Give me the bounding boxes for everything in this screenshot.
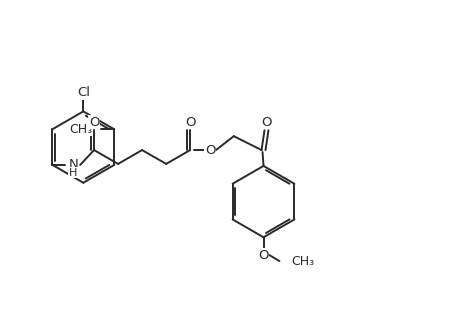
Text: CH₃: CH₃ (69, 123, 92, 136)
Text: O: O (185, 116, 195, 129)
Text: CH₃: CH₃ (291, 255, 315, 268)
Text: H: H (69, 168, 78, 178)
Text: N: N (68, 158, 78, 171)
Text: O: O (258, 249, 269, 261)
Text: O: O (261, 116, 272, 129)
Text: O: O (205, 144, 215, 157)
Text: Cl: Cl (77, 86, 90, 99)
Text: O: O (89, 116, 99, 129)
